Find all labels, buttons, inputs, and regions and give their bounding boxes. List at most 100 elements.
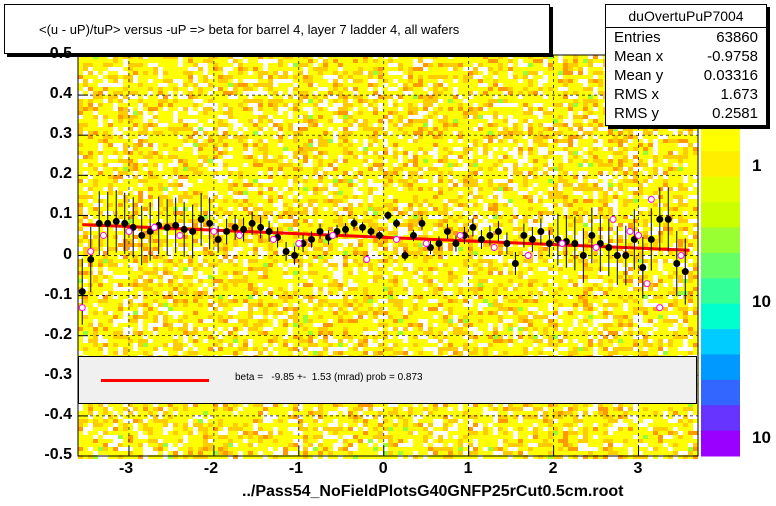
heatmap-cell bbox=[688, 243, 693, 247]
heatmap-cell bbox=[583, 91, 588, 95]
heatmap-cell bbox=[143, 255, 148, 259]
heatmap-cell bbox=[173, 71, 178, 75]
heatmap-cell bbox=[223, 199, 228, 203]
heatmap-cell bbox=[323, 219, 328, 223]
heatmap-cell bbox=[183, 175, 188, 179]
heatmap-cell bbox=[543, 247, 548, 251]
heatmap-cell bbox=[368, 91, 373, 95]
heatmap-cell bbox=[373, 207, 378, 211]
heatmap-cell bbox=[403, 123, 408, 127]
heatmap-cell bbox=[203, 159, 208, 163]
heatmap-cell bbox=[653, 127, 658, 131]
heatmap-cell bbox=[458, 187, 463, 191]
heatmap-cell bbox=[358, 59, 363, 63]
heatmap-cell bbox=[373, 219, 378, 223]
heatmap-cell bbox=[283, 199, 288, 203]
heatmap-cell bbox=[338, 231, 343, 235]
heatmap-cell bbox=[253, 251, 258, 255]
heatmap-cell bbox=[318, 91, 323, 95]
heatmap-cell bbox=[343, 63, 348, 67]
heatmap-cell bbox=[353, 211, 358, 215]
heatmap-cell bbox=[238, 135, 243, 139]
heatmap-cell bbox=[78, 99, 83, 103]
heatmap-cell bbox=[423, 223, 428, 227]
heatmap-cell bbox=[508, 199, 513, 203]
heatmap-cell bbox=[93, 67, 98, 71]
heatmap-cell bbox=[88, 183, 93, 187]
heatmap-cell bbox=[443, 99, 448, 103]
heatmap-cell bbox=[208, 159, 213, 163]
heatmap-cell bbox=[88, 163, 93, 167]
heatmap-cell bbox=[418, 59, 423, 63]
heatmap-cell bbox=[288, 199, 293, 203]
heatmap-cell bbox=[613, 231, 618, 235]
heatmap-cell bbox=[113, 59, 118, 63]
heatmap-cell bbox=[78, 243, 83, 247]
heatmap-cell bbox=[488, 179, 493, 183]
heatmap-cell bbox=[408, 59, 413, 63]
heatmap-cell bbox=[223, 183, 228, 187]
heatmap-cell bbox=[323, 227, 328, 231]
heatmap-cell bbox=[303, 111, 308, 115]
heatmap-cell bbox=[518, 75, 523, 79]
heatmap-cell bbox=[238, 91, 243, 95]
heatmap-cell bbox=[518, 207, 523, 211]
heatmap-cell bbox=[608, 167, 613, 171]
heatmap-cell bbox=[218, 191, 223, 195]
heatmap-cell bbox=[213, 63, 218, 67]
heatmap-cell bbox=[323, 111, 328, 115]
heatmap-cell bbox=[298, 127, 303, 131]
heatmap-cell bbox=[323, 83, 328, 87]
heatmap-cell bbox=[163, 99, 168, 103]
heatmap-cell bbox=[103, 203, 108, 207]
heatmap-cell bbox=[423, 99, 428, 103]
heatmap-cell bbox=[293, 71, 298, 75]
heatmap-cell bbox=[528, 195, 533, 199]
heatmap-cell bbox=[123, 215, 128, 219]
heatmap-cell bbox=[553, 67, 558, 71]
heatmap-cell bbox=[213, 183, 218, 187]
heatmap-cell bbox=[128, 215, 133, 219]
heatmap-cell bbox=[188, 235, 193, 239]
heatmap-cell bbox=[578, 71, 583, 75]
heatmap-cell bbox=[523, 215, 528, 219]
heatmap-cell bbox=[133, 195, 138, 199]
heatmap-cell bbox=[298, 215, 303, 219]
heatmap-cell bbox=[203, 223, 208, 227]
heatmap-cell bbox=[313, 103, 318, 107]
heatmap-cell bbox=[643, 175, 648, 179]
heatmap-cell bbox=[633, 195, 638, 199]
heatmap-cell bbox=[273, 163, 278, 167]
heatmap-cell bbox=[528, 159, 533, 163]
heatmap-cell bbox=[243, 199, 248, 203]
heatmap-cell bbox=[248, 239, 253, 243]
heatmap-cell bbox=[473, 243, 478, 247]
heatmap-cell bbox=[538, 63, 543, 67]
heatmap-cell bbox=[83, 247, 88, 251]
heatmap-cell bbox=[533, 119, 538, 123]
heatmap-cell bbox=[248, 131, 253, 135]
heatmap-cell bbox=[523, 247, 528, 251]
heatmap-cell bbox=[333, 195, 338, 199]
heatmap-cell bbox=[393, 103, 398, 107]
heatmap-cell bbox=[208, 175, 213, 179]
heatmap-cell bbox=[518, 175, 523, 179]
heatmap-cell bbox=[593, 83, 598, 87]
heatmap-cell bbox=[348, 151, 353, 155]
heatmap-cell bbox=[133, 123, 138, 127]
heatmap-cell bbox=[158, 211, 163, 215]
heatmap-cell bbox=[518, 55, 523, 59]
heatmap-cell bbox=[383, 243, 388, 247]
heatmap-cell bbox=[313, 255, 318, 259]
heatmap-cell bbox=[658, 207, 663, 211]
heatmap-cell bbox=[123, 79, 128, 83]
heatmap-cell bbox=[78, 63, 83, 67]
heatmap-cell bbox=[83, 135, 88, 139]
heatmap-cell bbox=[283, 235, 288, 239]
heatmap-cell bbox=[88, 171, 93, 175]
heatmap-cell bbox=[413, 251, 418, 255]
heatmap-cell bbox=[673, 143, 678, 147]
heatmap-cell bbox=[473, 195, 478, 199]
heatmap-cell bbox=[323, 195, 328, 199]
heatmap-cell bbox=[398, 151, 403, 155]
